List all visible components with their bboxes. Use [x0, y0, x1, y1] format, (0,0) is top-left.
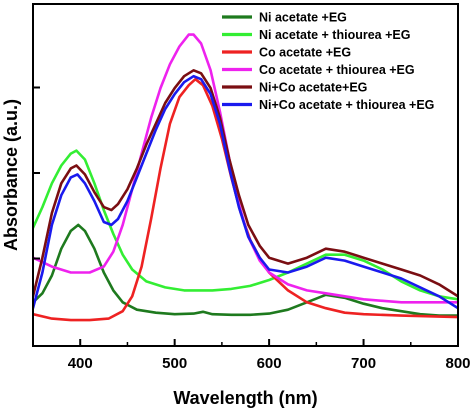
legend: Ni acetate +EG Ni acetate + thiourea +EG C… — [222, 11, 434, 112]
series-layer — [33, 33, 458, 322]
y-axis-title: Absorbance (a.u.) — [1, 99, 21, 251]
x-tick-label: 400 — [68, 355, 93, 372]
legend-label-1: Ni acetate +EG — [259, 11, 347, 25]
legend-label-5: Ni+Co acetate+EG — [259, 81, 367, 95]
legend-label-2: Ni acetate + thiourea +EG — [259, 28, 410, 42]
series-line-4 — [33, 33, 458, 304]
series-line-5 — [33, 69, 458, 298]
series-line-3 — [33, 77, 458, 322]
legend-label-4: Co acetate + thiourea +EG — [259, 63, 415, 77]
x-tick-label: 500 — [162, 355, 187, 372]
legend-label-3: Co acetate +EG — [259, 46, 351, 60]
x-tick-label: 800 — [445, 355, 470, 372]
legend-label-6: Ni+Co acetate + thiourea +EG — [259, 98, 434, 112]
x-tick-label: 700 — [351, 355, 376, 372]
x-axis-title: Wavelength (nm) — [173, 388, 317, 408]
series-line-6 — [33, 74, 458, 310]
series-line-1 — [33, 223, 458, 317]
x-tick-label: 600 — [257, 355, 282, 372]
plot-frame — [32, 3, 459, 347]
axis-layer: 400 500 600 700 800 — [32, 86, 471, 372]
series-line-2 — [33, 149, 458, 301]
